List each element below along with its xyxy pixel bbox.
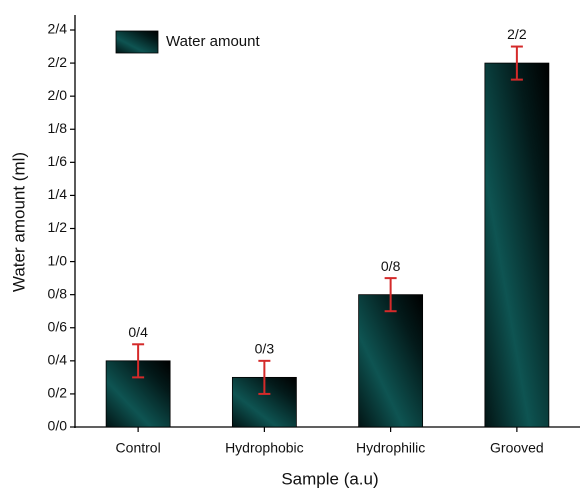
legend-swatch [115, 30, 159, 54]
error-bar [258, 359, 271, 395]
value-label: 0/8 [381, 258, 401, 274]
x-tick-label: Grooved [490, 440, 544, 456]
value-label: 2/2 [507, 26, 527, 42]
y-tick-label: 1/6 [48, 153, 68, 169]
error-bar [132, 343, 145, 379]
y-tick-label: 0/4 [48, 352, 68, 368]
y-tick-label: 1/2 [48, 219, 68, 235]
y-tick-label: 2/2 [48, 54, 68, 70]
error-bar [510, 45, 523, 81]
y-tick-label: 1/4 [48, 186, 68, 202]
x-axis-label: Sample (a.u) [281, 469, 378, 488]
bar [484, 62, 550, 428]
x-tick-label: Control [116, 440, 161, 456]
y-tick-label: 2/0 [48, 87, 68, 103]
y-axis-label: Water amount (ml) [9, 152, 28, 292]
x-tick-label: Hydrophilic [356, 440, 425, 456]
value-label: 0/4 [128, 324, 148, 340]
y-tick-label: 2/4 [48, 21, 68, 37]
bar [105, 360, 171, 428]
y-tick-label: 1/0 [48, 252, 68, 268]
y-tick-label: 0/2 [48, 385, 68, 401]
y-tick-label: 0/0 [48, 418, 68, 434]
y-tick-label: 0/6 [48, 318, 68, 334]
value-label: 0/3 [255, 341, 275, 357]
legend-label: Water amount [166, 33, 260, 50]
x-tick-label: Hydrophobic [225, 440, 304, 456]
y-tick-label: 1/8 [48, 120, 68, 136]
error-bar [384, 277, 397, 313]
bar [358, 294, 424, 428]
y-tick-label: 0/8 [48, 285, 68, 301]
